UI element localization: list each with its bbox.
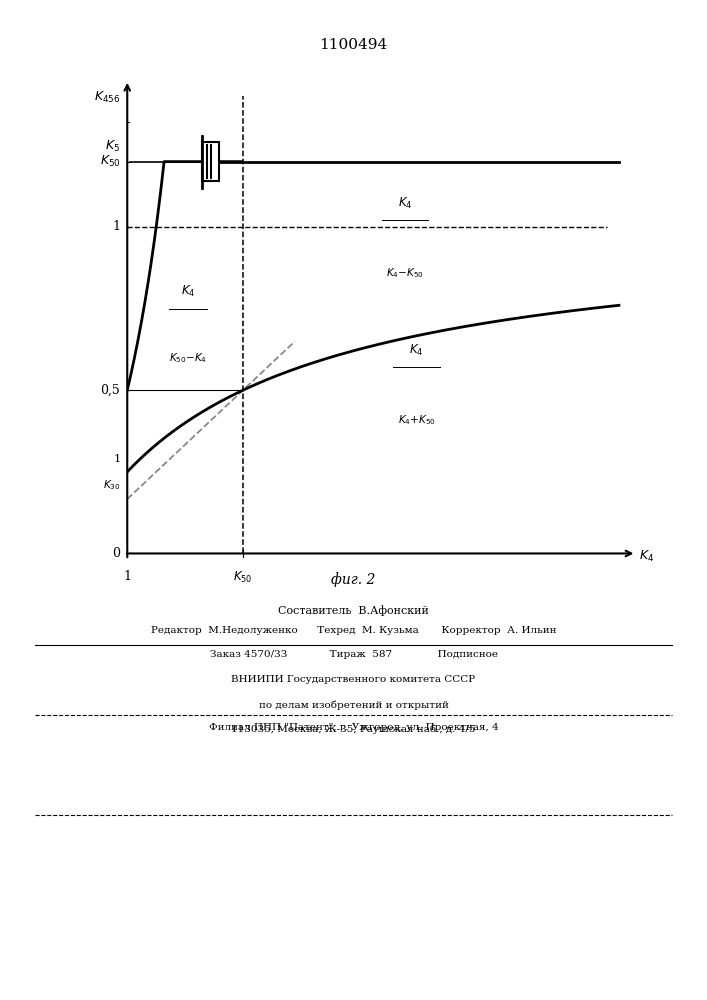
Text: Составитель  В.Афонский: Составитель В.Афонский [278, 605, 429, 616]
Text: 1: 1 [112, 220, 120, 233]
Text: 0,5: 0,5 [100, 384, 120, 397]
Text: $K_{30}$: $K_{30}$ [103, 478, 120, 492]
Text: $K_4$: $K_4$ [639, 549, 655, 564]
Text: фиг. 2: фиг. 2 [332, 572, 375, 587]
Text: 113035, Москва, Ж-35, Раушская наб., д. 4/5: 113035, Москва, Ж-35, Раушская наб., д. … [231, 725, 476, 734]
Text: ВНИИПИ Государственного комитета СССР: ВНИИПИ Государственного комитета СССР [231, 675, 476, 684]
Text: $K_5$: $K_5$ [105, 139, 120, 154]
Bar [202, 142, 218, 181]
Text: Филиал ППП "Патент", г. Ужгород, ул. Проектная, 4: Филиал ППП "Патент", г. Ужгород, ул. Про… [209, 723, 498, 732]
Text: $K_4$: $K_4$ [409, 342, 423, 358]
Text: $K_4{-}K_{50}$: $K_4{-}K_{50}$ [386, 266, 424, 280]
Text: $K_{456}$: $K_{456}$ [94, 90, 120, 105]
Text: $K_4$: $K_4$ [397, 196, 412, 211]
Text: Заказ 4570/33             Тираж  587              Подписное: Заказ 4570/33 Тираж 587 Подписное [209, 650, 498, 659]
Text: $K_{50}{-}K_4$: $K_{50}{-}K_4$ [169, 351, 207, 365]
Text: $K_{50}$: $K_{50}$ [100, 154, 120, 169]
Text: $K_{50}$: $K_{50}$ [233, 570, 252, 585]
Text: $K_4$: $K_4$ [181, 284, 195, 299]
Text: 1100494: 1100494 [320, 38, 387, 52]
Text: по делам изобретений и открытий: по делам изобретений и открытий [259, 700, 448, 710]
Text: 1: 1 [123, 570, 132, 583]
Text: Редактор  М.Недолуженко      Техред  М. Кузьма       Корректор  А. Ильин: Редактор М.Недолуженко Техред М. Кузьма … [151, 626, 556, 635]
Text: 0: 0 [112, 547, 120, 560]
Text: $K_4{+}K_{50}$: $K_4{+}K_{50}$ [397, 413, 436, 427]
Text: 1: 1 [113, 454, 120, 464]
